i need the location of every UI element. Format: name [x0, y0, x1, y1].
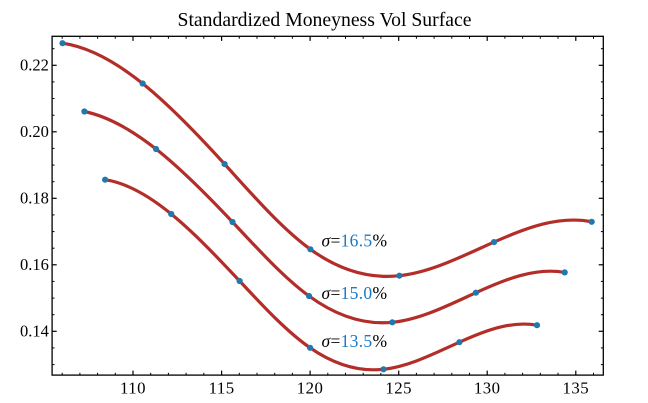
svg-text:0.16: 0.16: [20, 255, 49, 274]
svg-text:σ=13.5%: σ=13.5%: [322, 331, 388, 351]
svg-text:110: 110: [120, 378, 146, 397]
svg-text:0.14: 0.14: [20, 322, 49, 341]
svg-text:Standardized Moneyness Vol Sur: Standardized Moneyness Vol Surface: [178, 9, 472, 31]
svg-text:120: 120: [297, 378, 324, 397]
svg-text:σ=15.0%: σ=15.0%: [322, 283, 388, 303]
svg-text:0.20: 0.20: [20, 122, 49, 141]
svg-text:0.22: 0.22: [20, 56, 49, 75]
svg-text:0.18: 0.18: [20, 189, 49, 208]
svg-text:σ=16.5%: σ=16.5%: [322, 230, 388, 250]
svg-text:115: 115: [209, 378, 235, 397]
svg-text:130: 130: [474, 378, 501, 397]
svg-text:125: 125: [385, 378, 412, 397]
svg-text:135: 135: [562, 378, 589, 397]
